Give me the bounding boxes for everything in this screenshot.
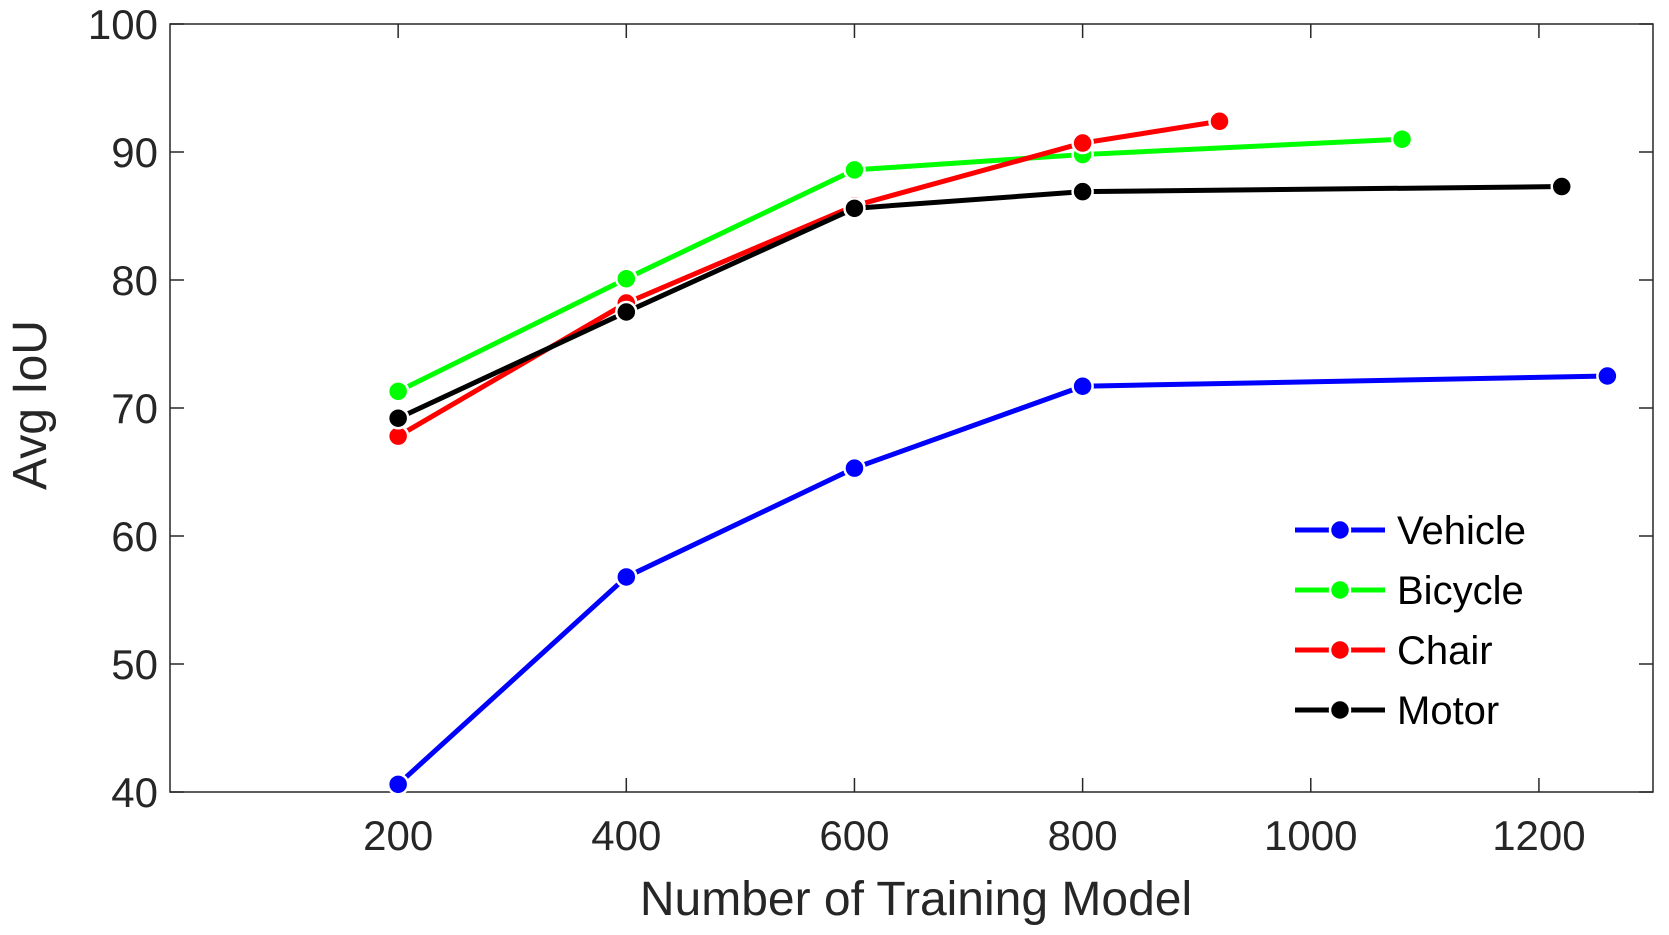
legend-marker-motor [1328, 698, 1352, 722]
data-point-motor [1071, 180, 1094, 203]
x-axis-title: Number of Training Model [640, 873, 1192, 926]
legend-label-bicycle: Bicycle [1397, 569, 1524, 613]
series-line-chair [396, 118, 1220, 439]
legend-item-bicycle: Bicycle [1295, 569, 1524, 613]
data-point-vehicle [843, 456, 866, 480]
data-point-bicycle [615, 267, 638, 290]
data-point-motor [843, 197, 866, 220]
data-point-vehicle [615, 565, 638, 589]
data-point-motor [1550, 175, 1573, 198]
y-axis-title: Avg IoU [4, 320, 57, 490]
series-bicycle [386, 127, 1414, 403]
data-point-motor [386, 406, 410, 430]
y-tick-label: 40 [111, 769, 158, 816]
data-point-bicycle [386, 380, 410, 403]
legend-marker-bicycle [1328, 578, 1352, 602]
y-tick-label: 90 [111, 129, 158, 176]
data-point-vehicle [1071, 374, 1094, 398]
y-tick-label: 60 [111, 513, 158, 560]
legend: Vehicle Bicycle Chair Motor [1295, 509, 1526, 733]
data-point-bicycle [1390, 127, 1414, 151]
x-axis: 200 400 600 800 1000 1200 [363, 24, 1586, 859]
data-point-motor [615, 300, 638, 324]
x-tick-label: 1200 [1492, 812, 1585, 859]
series-vehicle [386, 364, 1619, 796]
legend-label-motor: Motor [1397, 689, 1499, 733]
data-point-vehicle [1596, 364, 1619, 388]
legend-item-vehicle: Vehicle [1295, 509, 1526, 553]
x-tick-label: 600 [819, 812, 889, 859]
y-tick-label: 100 [88, 1, 158, 48]
series-line-bicycle [397, 136, 1403, 394]
series-layer [386, 110, 1619, 796]
y-tick-label: 70 [111, 385, 158, 432]
data-point-bicycle [843, 158, 866, 182]
series-motor [386, 175, 1573, 430]
legend-label-chair: Chair [1397, 629, 1493, 673]
data-point-chair [1071, 131, 1094, 155]
y-tick-label: 80 [111, 257, 158, 304]
legend-item-motor: Motor [1295, 689, 1499, 733]
x-tick-label: 1000 [1264, 812, 1357, 859]
legend-label-vehicle: Vehicle [1397, 509, 1526, 553]
y-tick-label: 50 [111, 641, 158, 688]
x-tick-label: 400 [591, 812, 661, 859]
legend-marker-vehicle [1328, 518, 1352, 542]
data-point-vehicle [386, 773, 410, 796]
plot-area-border [169, 23, 1654, 793]
x-tick-label: 200 [363, 812, 433, 859]
legend-marker-chair [1328, 638, 1352, 662]
plot-frame [169, 23, 1654, 793]
data-point-chair [1208, 110, 1231, 133]
series-chair [386, 110, 1231, 448]
legend-item-chair: Chair [1295, 629, 1493, 673]
y-axis: 40 50 60 70 80 90 100 [88, 1, 1653, 816]
series-line-motor [397, 184, 1562, 421]
x-tick-label: 800 [1048, 812, 1118, 859]
